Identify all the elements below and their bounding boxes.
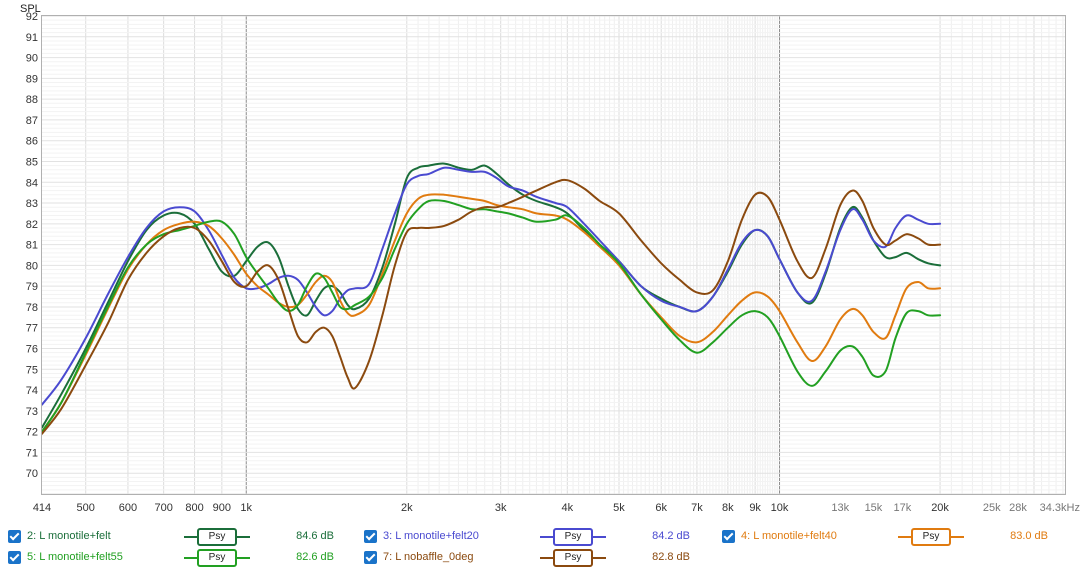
y-tick-label: 87: [26, 115, 38, 127]
legend-item: 4: L monotile+felt40 Psy 83.0 dB: [722, 527, 1062, 547]
series-visibility-checkbox[interactable]: [364, 551, 377, 564]
y-tick-label: 82: [26, 219, 38, 231]
y-axis-label: SPL: [20, 3, 41, 15]
x-tick-label: 10k: [771, 502, 789, 514]
legend-series-name: 7: L nobaffle_0deg: [383, 551, 474, 563]
grid: [42, 15, 1065, 495]
psy-smoothing-button[interactable]: Psy: [898, 528, 964, 546]
y-tick-label: 75: [26, 364, 38, 376]
series-line-1: [41, 162, 942, 429]
plot-border: [41, 15, 1066, 495]
y-tick-label: 88: [26, 94, 38, 106]
x-tick-label: 4k: [562, 502, 574, 514]
series-visibility-checkbox[interactable]: [364, 530, 377, 543]
series-visibility-checkbox[interactable]: [8, 551, 21, 564]
frequency-response-chart: SPL 70 71 72 73 74 75 76 77 78 79 80 81 82 83 84 85 86 87…: [20, 3, 1080, 514]
y-tick-label: 70: [26, 468, 38, 480]
y-tick-label: 74: [26, 385, 38, 397]
legend-level-value: 82.8 dB: [652, 551, 690, 563]
legend-level-value: 84.6 dB: [296, 530, 334, 542]
y-tick-label: 71: [26, 447, 38, 459]
psy-label: Psy: [911, 528, 951, 546]
x-tick-label: 3k: [495, 502, 507, 514]
y-tick-label: 72: [26, 427, 38, 439]
y-tick-label: 83: [26, 198, 38, 210]
x-tick-label: 15k: [865, 502, 883, 514]
x-tick-label: 34.3kHz: [1040, 502, 1080, 514]
legend-series-name: 5: L monotile+felt55: [27, 551, 123, 563]
psy-smoothing-button[interactable]: Psy: [540, 528, 606, 546]
y-tick-label: 90: [26, 53, 38, 65]
y-tick-label: 84: [26, 177, 38, 189]
x-tick-label: 9k: [749, 502, 761, 514]
x-tick-label: 700: [154, 502, 172, 514]
psy-smoothing-button[interactable]: Psy: [184, 528, 250, 546]
psy-label: Psy: [197, 528, 237, 546]
x-tick-label: 1k: [240, 502, 252, 514]
legend-item: 3: L monotile+felt20 Psy 84.2 dB: [364, 527, 704, 547]
x-tick-label: 6k: [655, 502, 667, 514]
legend-level-value: 82.6 dB: [296, 551, 334, 563]
psy-smoothing-button[interactable]: Psy: [540, 549, 606, 567]
legend-row: 5: L monotile+felt55 Psy 82.6 dB 7: L nobaf…: [0, 548, 1084, 568]
x-tick-label: 5k: [613, 502, 625, 514]
x-tick-label: 900: [213, 502, 231, 514]
y-tick-label: 76: [26, 344, 38, 356]
x-tick-label: 25k: [983, 502, 1001, 514]
legend-level-value: 84.2 dB: [652, 530, 690, 542]
y-tick-label: 92: [26, 11, 38, 23]
y-tick-label: 78: [26, 302, 38, 314]
x-tick-label: 414: [33, 502, 51, 514]
legend-item: 5: L monotile+felt55 Psy 82.6 dB: [8, 548, 348, 568]
y-tick-label: 73: [26, 406, 38, 418]
series-line-2: [41, 166, 942, 406]
series-line-3: [41, 193, 942, 433]
y-tick-label: 77: [26, 323, 38, 335]
x-tick-label: 2k: [401, 502, 413, 514]
series-visibility-checkbox[interactable]: [722, 530, 735, 543]
psy-label: Psy: [553, 528, 593, 546]
psy-smoothing-button[interactable]: Psy: [184, 549, 250, 567]
x-tick-label: 800: [185, 502, 203, 514]
series-line-4: [41, 199, 942, 433]
series-line-5: [41, 178, 942, 435]
y-tick-label: 86: [26, 136, 38, 148]
legend-series-name: 2: L monotile+felt: [27, 530, 111, 542]
x-tick-label: 13k: [831, 502, 849, 514]
x-tick-label: 28k: [1009, 502, 1027, 514]
legend-level-value: 83.0 dB: [1010, 530, 1048, 542]
y-tick-label: 79: [26, 281, 38, 293]
legend-series-name: 4: L monotile+felt40: [741, 530, 837, 542]
y-tick-label: 89: [26, 73, 38, 85]
x-tick-label: 17k: [894, 502, 912, 514]
psy-label: Psy: [553, 549, 593, 567]
series-lines: [41, 162, 942, 435]
x-tick-label: 8k: [722, 502, 734, 514]
y-tick-label: 80: [26, 260, 38, 272]
x-tick-label: 600: [119, 502, 137, 514]
y-tick-label: 91: [26, 32, 38, 44]
y-tick-label: 81: [26, 240, 38, 252]
legend-row: 2: L monotile+felt Psy 84.6 dB 3: L monotil…: [0, 527, 1084, 547]
legend-series-name: 3: L monotile+felt20: [383, 530, 479, 542]
y-tick-labels: 70 71 72 73 74 75 76 77 78 79 80 81 82 83 84 85 86 87 88 89…: [26, 11, 38, 480]
legend-item: 2: L monotile+felt Psy 84.6 dB: [8, 527, 348, 547]
x-tick-label: 500: [77, 502, 95, 514]
x-tick-label: 20k: [931, 502, 949, 514]
series-visibility-checkbox[interactable]: [8, 530, 21, 543]
psy-label: Psy: [197, 549, 237, 567]
legend-item: 7: L nobaffle_0deg Psy 82.8 dB: [364, 548, 704, 568]
x-tick-label: 7k: [691, 502, 703, 514]
y-tick-label: 85: [26, 156, 38, 168]
x-tick-labels: 414 500 600 700 800 900 1k 2k 3k 4k 5k 6k 7k 8k 9k 10k 1…: [33, 502, 1080, 514]
